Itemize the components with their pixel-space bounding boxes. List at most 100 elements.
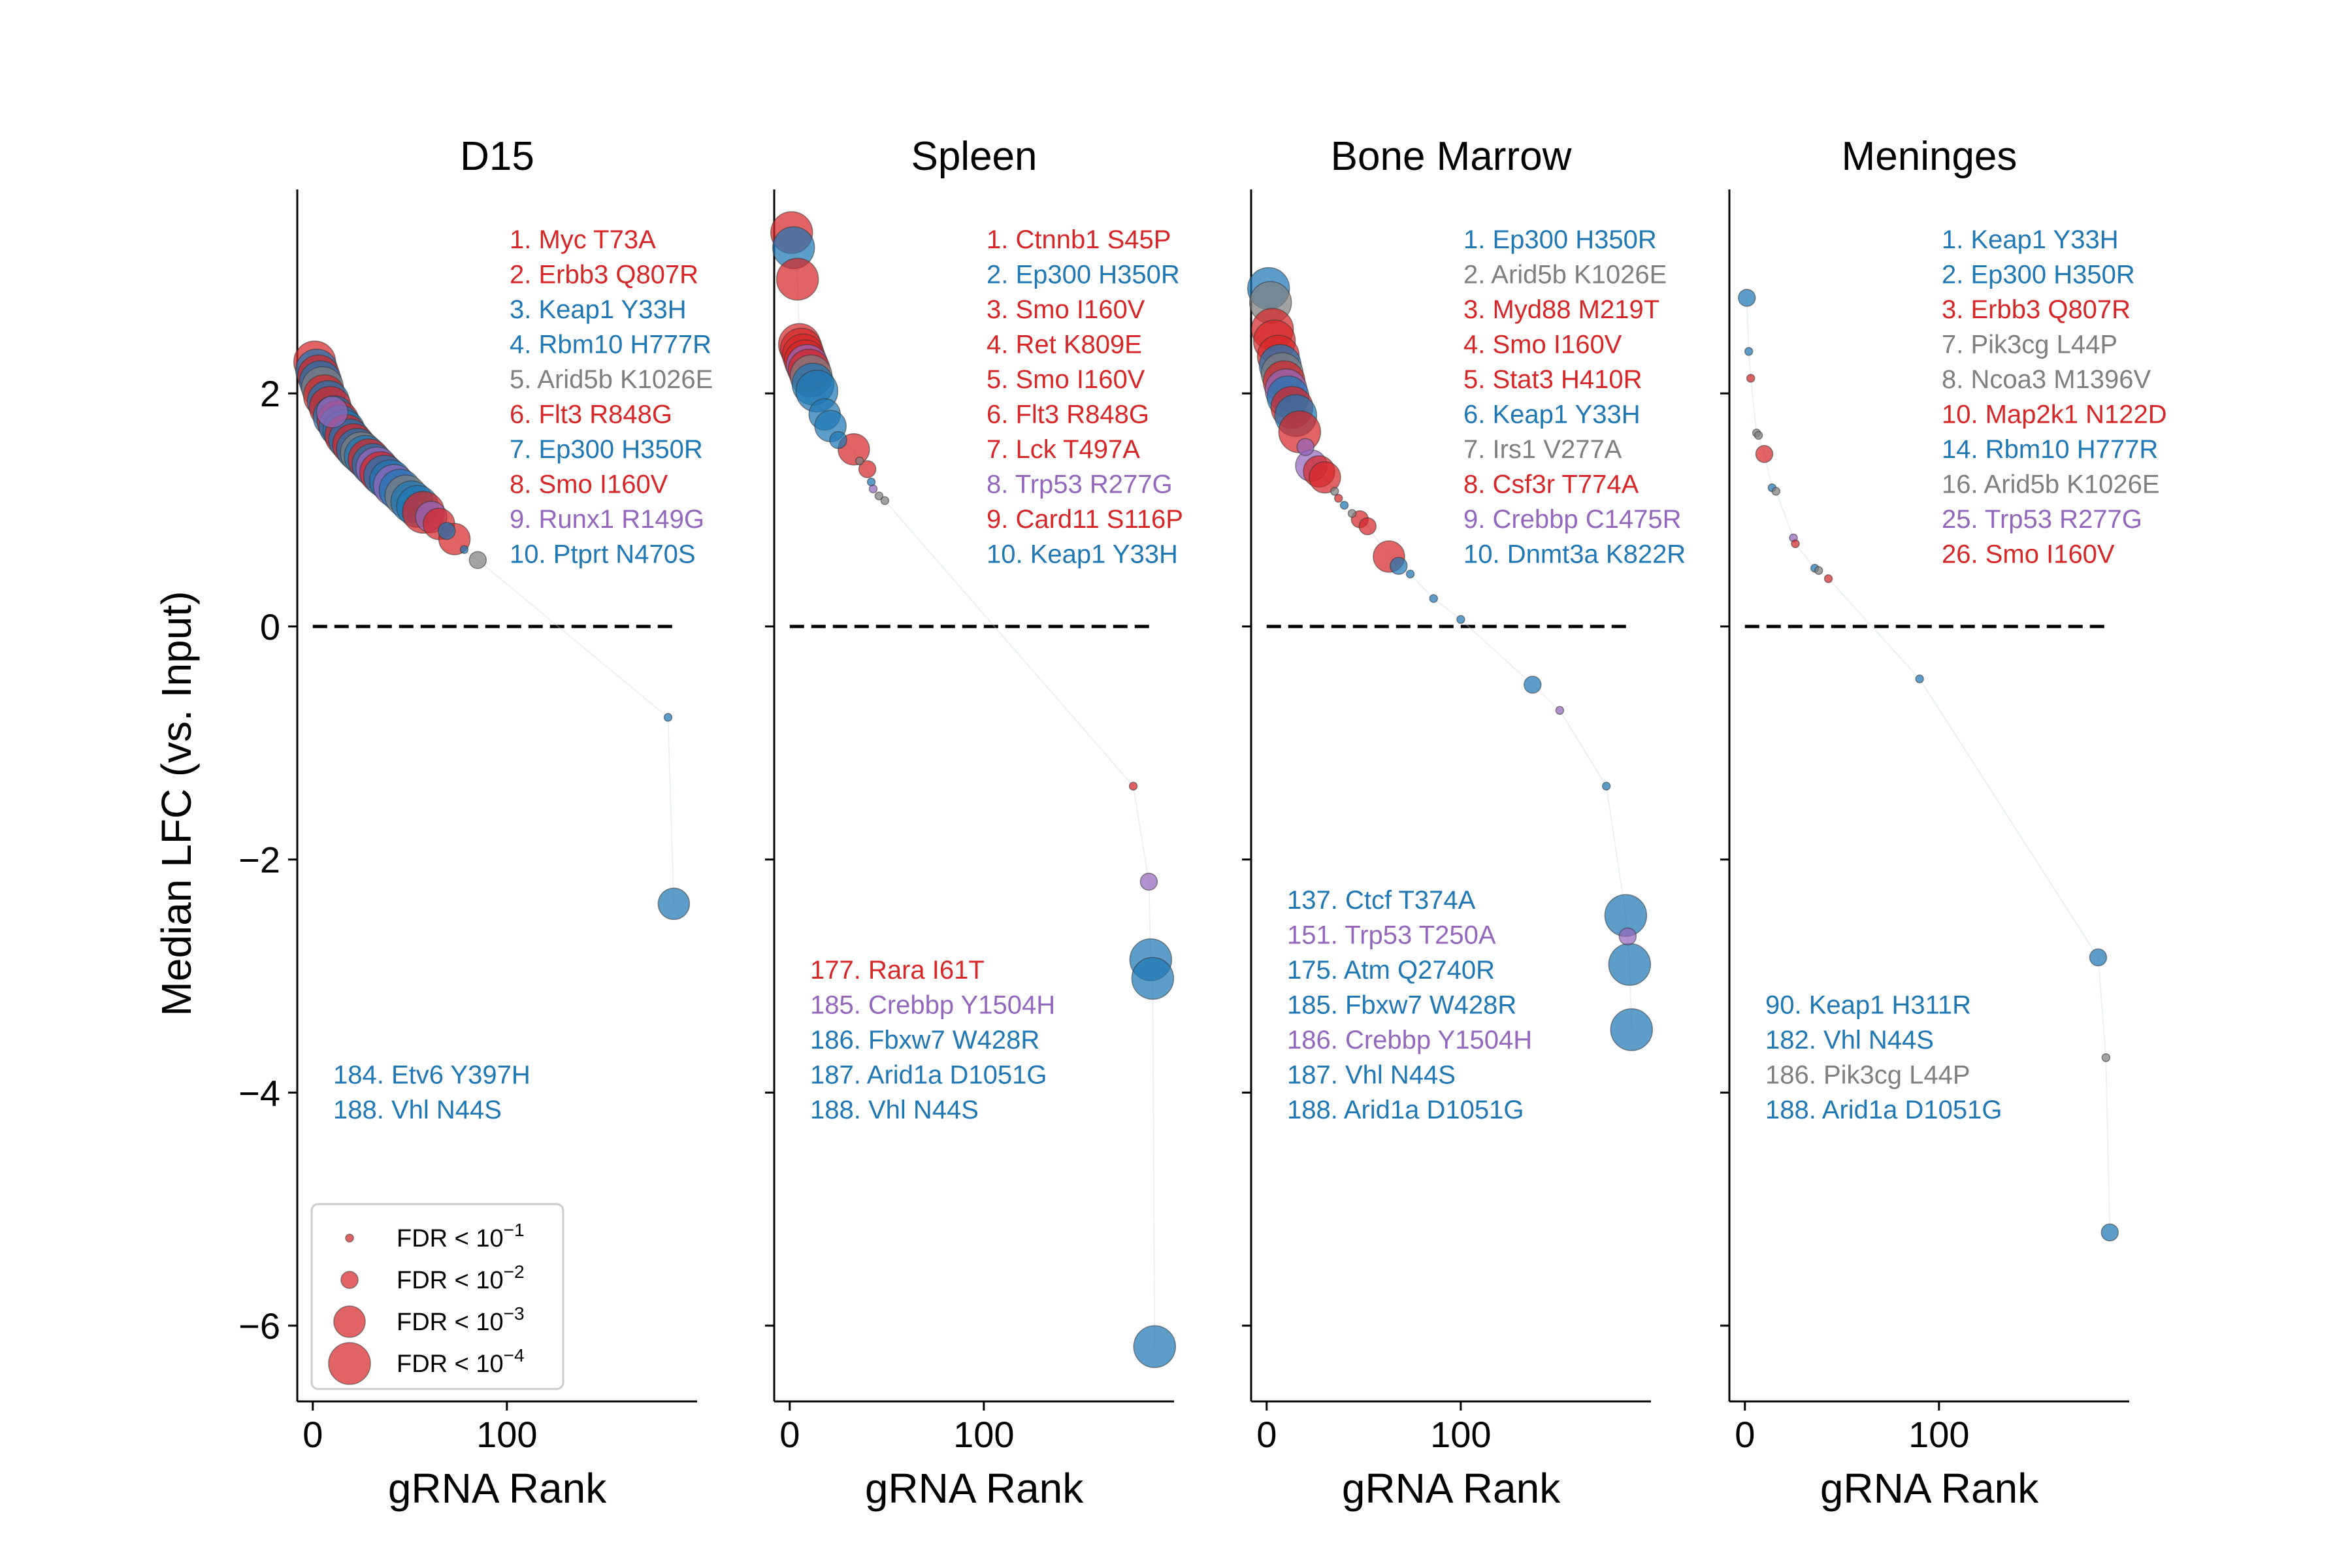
top-hit-label: 4. Smo I160V — [1463, 331, 1622, 359]
bottom-hit-label: 182. Vhl N44S — [1765, 1026, 1934, 1054]
data-point — [1601, 781, 1611, 791]
y-tick-label: −6 — [238, 1305, 280, 1347]
bottom-hit-label: 137. Ctcf T374A — [1287, 886, 1476, 915]
data-point — [1333, 493, 1343, 503]
panels: D15 2 0 −2 −4 −6 0 100 gRNA Rank 1. Myc T73A 2. Er… — [238, 134, 2167, 1512]
legend-marker — [340, 1271, 359, 1289]
data-point — [855, 456, 864, 466]
top-hit-label: 2. Erbb3 Q807R — [510, 261, 698, 289]
legend-label: FDR < 10 — [397, 1267, 504, 1294]
top-hit-label: 14. Rbm10 H777R — [1942, 435, 2158, 464]
data-point — [1358, 517, 1377, 536]
x-tick-label: 100 — [1430, 1414, 1491, 1455]
bottom-hit-label: 175. Atm Q2740R — [1287, 956, 1495, 985]
top-hit-label: 3. Keap1 Y33H — [510, 295, 687, 324]
data-point — [1755, 445, 1774, 463]
panel-bone-marrow: Bone Marrow 0 100 gRNA Rank 1. Ep300 H350R 2.… — [1242, 134, 1686, 1512]
data-point — [880, 496, 890, 505]
top-hit-label: 9. Runx1 R149G — [510, 505, 704, 534]
y-tick-label: −4 — [238, 1072, 280, 1113]
legend-entry: FDR < 10−3 — [397, 1303, 525, 1336]
data-point — [1390, 557, 1408, 575]
top-hit-label: 6. Flt3 R848G — [987, 400, 1149, 429]
data-point — [1618, 927, 1637, 946]
top-hit-label: 26. Smo I160V — [1942, 540, 2115, 569]
top-hit-label: 5. Stat3 H410R — [1463, 365, 1642, 394]
y-tick-label: 2 — [260, 373, 280, 414]
data-point — [1737, 289, 1756, 307]
data-point — [1347, 509, 1357, 518]
data-point — [1309, 461, 1341, 494]
bottom-hit-label: 151. Trp53 T250A — [1287, 921, 1496, 950]
bottom-hit-label: 188. Vhl N44S — [810, 1096, 979, 1124]
bottom-hit-label: 90. Keap1 H311R — [1765, 991, 1971, 1020]
panel-title: Spleen — [911, 134, 1037, 179]
x-axis-label: gRNA Rank — [1342, 1465, 1561, 1512]
top-hit-label: 3. Smo I160V — [987, 295, 1145, 324]
data-point — [1456, 615, 1465, 624]
x-axis-label: gRNA Rank — [865, 1465, 1084, 1512]
y-axis-label: Median LFC (vs. Input) — [153, 591, 200, 1017]
y-tick-label: 0 — [260, 606, 280, 647]
legend-box — [310, 1203, 564, 1390]
top-hit-label: 1. Keap1 Y33H — [1942, 225, 2119, 254]
bottom-hit-label: 184. Etv6 Y397H — [333, 1061, 531, 1090]
data-point — [1133, 1325, 1177, 1368]
legend-exponent: −3 — [504, 1303, 525, 1324]
legend-label: FDR < 10 — [397, 1309, 504, 1336]
data-point — [1754, 431, 1763, 440]
top-hit-label: 7. Pik3cg L44P — [1942, 331, 2117, 359]
data-point — [1814, 566, 1823, 576]
data-point — [438, 521, 456, 540]
legend-label: FDR < 10 — [397, 1350, 504, 1378]
legend-entry: FDR < 10−1 — [397, 1220, 525, 1252]
top-hit-label: 4. Rbm10 H777R — [510, 331, 711, 359]
data-point — [874, 491, 884, 500]
x-tick-label: 0 — [1735, 1414, 1755, 1455]
data-point — [1296, 438, 1315, 456]
panel-meninges: Meninges 0 100 gRNA Rank 1. Keap1 Y33H 2. Ep3… — [1720, 134, 2167, 1512]
top-hit-label: 3. Erbb3 Q807R — [1942, 295, 2131, 324]
data-point — [1744, 347, 1754, 356]
bottom-hit-label: 188. Vhl N44S — [333, 1096, 502, 1124]
y-tick-label: −2 — [238, 840, 280, 881]
bottom-hit-label: 187. Arid1a D1051G — [810, 1061, 1047, 1090]
data-point — [1330, 487, 1339, 496]
top-hit-label: 25. Trp53 R277G — [1942, 505, 2142, 534]
panel-title: Bone Marrow — [1331, 134, 1572, 179]
data-point — [1429, 594, 1439, 603]
legend-exponent: −4 — [504, 1345, 525, 1365]
data-point — [2089, 948, 2108, 967]
data-point — [1771, 487, 1781, 496]
data-point — [1128, 781, 1138, 791]
top-hit-label: 16. Arid5b K1026E — [1942, 470, 2160, 499]
legend-entry: FDR < 10−4 — [397, 1345, 525, 1378]
top-hit-label: 1. Ep300 H350R — [1463, 225, 1657, 254]
legend-marker — [328, 1342, 371, 1385]
top-hit-label: 1. Ctnnb1 S45P — [987, 225, 1171, 254]
panel-title: Meninges — [1842, 134, 2017, 179]
top-hit-label: 8. Csf3r T774A — [1463, 470, 1639, 499]
top-hit-label: 10. Ptprt N470S — [510, 540, 696, 569]
top-hit-label: 6. Keap1 Y33H — [1463, 400, 1641, 429]
bottom-hit-label: 186. Crebbp Y1504H — [1287, 1026, 1532, 1054]
bottom-hit-label: 186. Pik3cg L44P — [1765, 1061, 1970, 1090]
data-point — [1139, 872, 1158, 891]
legend-exponent: −2 — [504, 1262, 525, 1282]
x-axis-label: gRNA Rank — [1820, 1465, 2039, 1512]
top-hit-label: 2. Ep300 H350R — [987, 261, 1180, 289]
top-hit-label: 5. Arid5b K1026E — [510, 365, 713, 394]
top-hit-label: 8. Trp53 R277G — [987, 470, 1173, 499]
top-hit-label: 6. Flt3 R848G — [510, 400, 672, 429]
x-tick-label: 100 — [953, 1414, 1014, 1455]
top-hit-label: 1. Myc T73A — [510, 225, 656, 254]
top-hit-label: 10. Dnmt3a K822R — [1463, 540, 1686, 569]
data-point — [1339, 500, 1349, 510]
x-tick-label: 0 — [302, 1414, 323, 1455]
data-point — [459, 545, 469, 554]
data-point — [1405, 569, 1415, 579]
x-axis-label: gRNA Rank — [388, 1465, 607, 1512]
top-hit-label: 9. Card11 S116P — [987, 505, 1183, 534]
